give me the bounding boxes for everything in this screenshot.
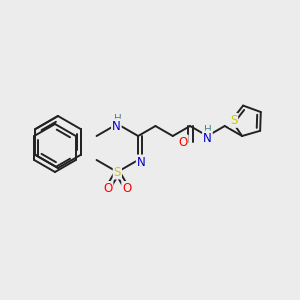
- Text: S: S: [230, 114, 237, 127]
- Text: O: O: [122, 182, 131, 195]
- Text: N: N: [112, 119, 121, 133]
- Text: S: S: [114, 166, 121, 178]
- Text: H: H: [115, 114, 122, 124]
- Text: N: N: [203, 131, 212, 145]
- Text: O: O: [103, 182, 112, 195]
- Text: H: H: [203, 125, 211, 135]
- Text: N: N: [137, 155, 146, 169]
- Text: O: O: [178, 136, 188, 148]
